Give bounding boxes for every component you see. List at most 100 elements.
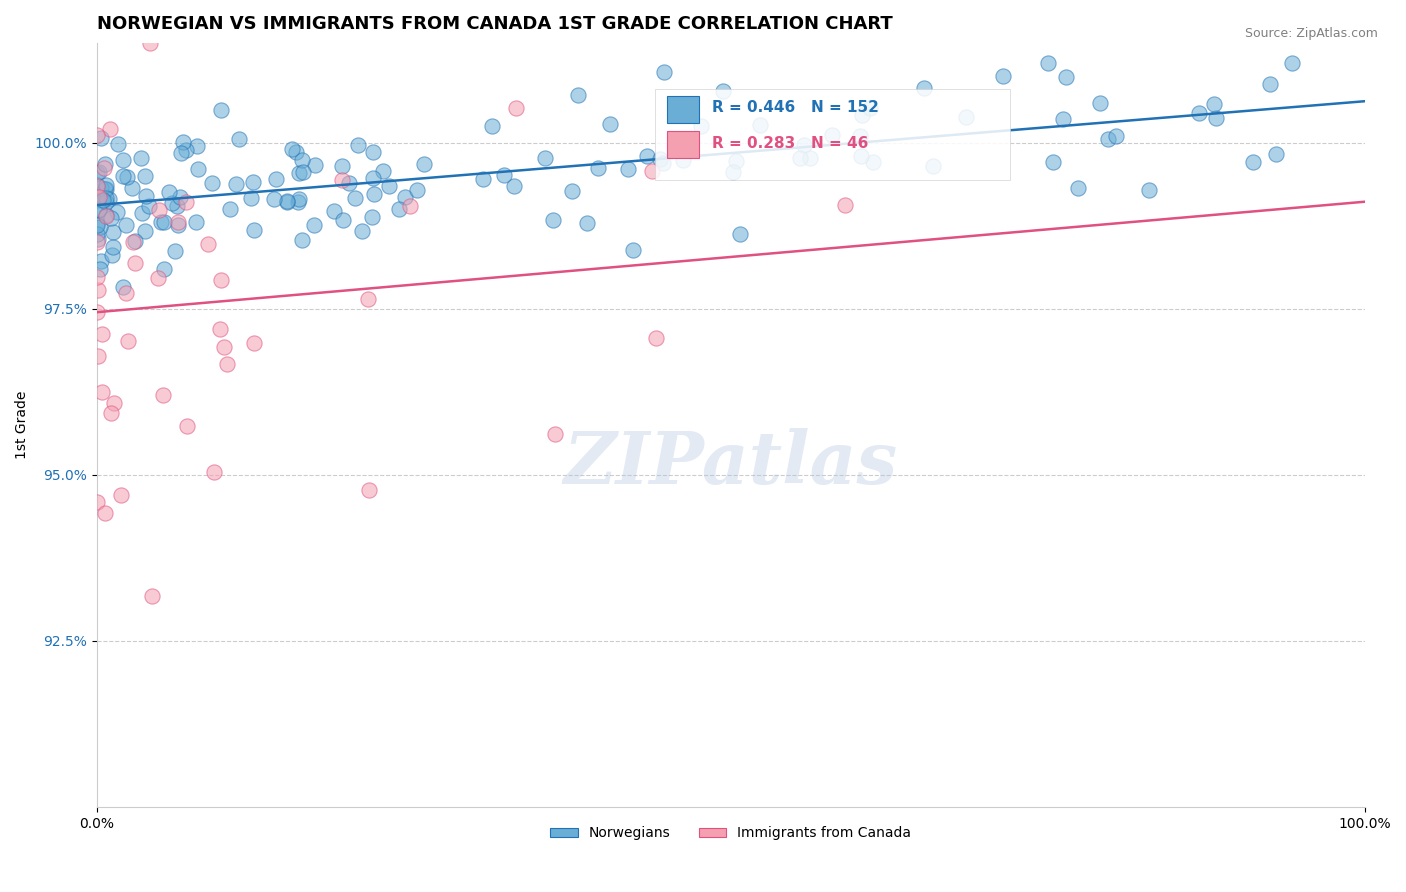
Point — [86, 227, 108, 241]
Point — [1264, 147, 1286, 161]
Point — [186, 138, 208, 153]
Point — [912, 81, 935, 95]
Point — [1052, 112, 1074, 127]
Point — [174, 194, 197, 209]
Point — [502, 179, 524, 194]
Point — [821, 128, 844, 143]
Point — [124, 234, 146, 248]
Point — [361, 145, 384, 160]
Point — [652, 65, 675, 79]
Point — [304, 158, 326, 172]
Point — [711, 84, 734, 98]
Point — [505, 101, 527, 115]
Point — [690, 119, 713, 133]
Point — [170, 146, 193, 161]
Point — [588, 161, 610, 175]
Point — [87, 202, 110, 216]
Point — [96, 178, 118, 192]
Point — [862, 154, 884, 169]
Point — [90, 253, 112, 268]
Point — [86, 166, 108, 180]
Point — [357, 292, 380, 306]
Point — [87, 202, 110, 217]
Point — [110, 488, 132, 502]
Point — [87, 283, 110, 297]
Point — [86, 269, 108, 284]
Text: ZIPatlas: ZIPatlas — [564, 427, 898, 499]
Point — [209, 273, 232, 287]
Point — [184, 215, 207, 229]
Point — [373, 164, 395, 178]
Point — [287, 194, 309, 209]
Point — [644, 331, 666, 345]
Point — [361, 170, 384, 185]
Point — [1204, 97, 1226, 112]
Point — [1105, 128, 1128, 143]
Point — [225, 178, 247, 192]
Point — [148, 202, 170, 217]
Point — [94, 209, 117, 223]
Point — [176, 143, 198, 157]
Point — [332, 159, 354, 173]
Point — [121, 235, 143, 249]
Point — [799, 151, 821, 165]
Text: R = 0.446   N = 152: R = 0.446 N = 152 — [711, 100, 879, 115]
Point — [86, 178, 108, 193]
Point — [361, 210, 384, 224]
Point — [394, 189, 416, 203]
Point — [93, 506, 115, 520]
Point — [851, 108, 873, 122]
Point — [209, 103, 232, 118]
Point — [152, 388, 174, 402]
Point — [90, 384, 112, 399]
Point — [149, 214, 172, 228]
Point — [201, 176, 224, 190]
Point — [115, 285, 138, 300]
Point — [105, 205, 128, 219]
Point — [276, 194, 298, 209]
Point — [243, 223, 266, 237]
Point — [87, 349, 110, 363]
Y-axis label: 1st Grade: 1st Grade — [15, 391, 30, 459]
Point — [103, 395, 125, 409]
Point — [1067, 181, 1090, 195]
Point — [993, 70, 1015, 84]
Point — [202, 465, 225, 479]
Point — [399, 199, 422, 213]
Point — [90, 180, 112, 194]
Point — [160, 195, 183, 210]
Point — [124, 255, 146, 269]
Point — [228, 132, 250, 146]
Point — [330, 173, 353, 187]
Point — [166, 215, 188, 229]
Point — [86, 305, 108, 319]
Point — [87, 231, 110, 245]
Point — [89, 261, 111, 276]
Text: R = 0.283   N = 46: R = 0.283 N = 46 — [711, 136, 868, 152]
Point — [115, 218, 138, 232]
Point — [599, 117, 621, 131]
Point — [849, 149, 872, 163]
Point — [94, 182, 117, 196]
Point — [86, 218, 108, 232]
Point — [730, 227, 752, 241]
Point — [412, 157, 434, 171]
Point — [86, 235, 108, 249]
Point — [363, 186, 385, 201]
Point — [166, 218, 188, 232]
Point — [138, 36, 160, 50]
Point — [1205, 111, 1227, 125]
Point — [405, 183, 427, 197]
Point — [339, 176, 361, 190]
Point — [134, 224, 156, 238]
Point — [859, 101, 882, 115]
Point — [648, 152, 671, 166]
Point — [94, 208, 117, 222]
Point — [672, 153, 695, 168]
Point — [172, 135, 194, 149]
Point — [93, 161, 115, 175]
Point — [541, 213, 564, 227]
Point — [922, 159, 945, 173]
Point — [1042, 154, 1064, 169]
Point — [343, 191, 366, 205]
